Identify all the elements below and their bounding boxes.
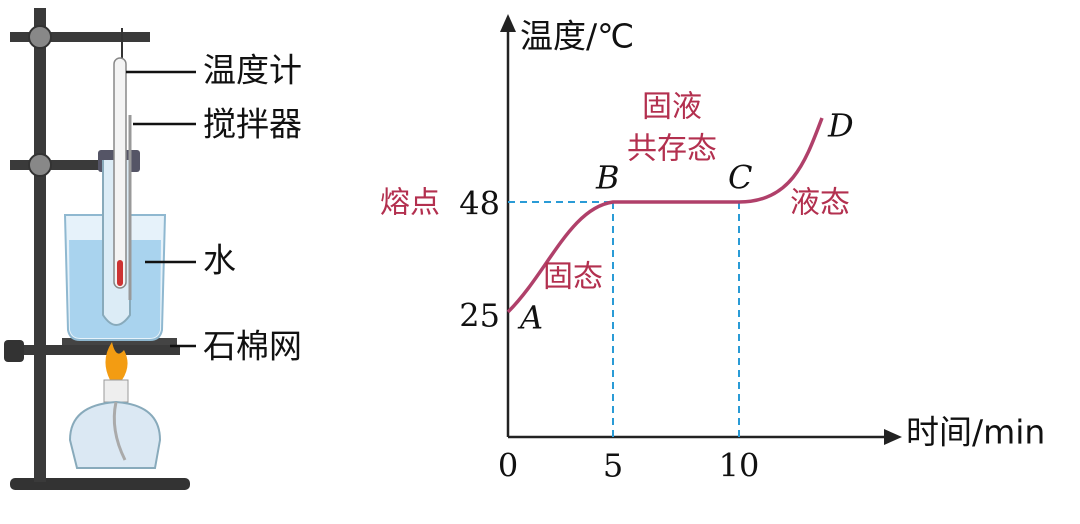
guides	[508, 201, 740, 437]
apparatus	[4, 8, 190, 490]
tick-label: 0	[498, 447, 518, 485]
label: 石棉网	[203, 327, 302, 366]
curve	[506, 117, 824, 314]
leader-lines	[126, 70, 196, 348]
point-label: A	[517, 299, 543, 337]
axes	[500, 14, 902, 445]
label: 搅拌器	[203, 105, 302, 144]
axis-label: 时间/min	[906, 413, 1045, 452]
tick-label: 5	[603, 447, 623, 485]
tick-label: 10	[719, 447, 760, 485]
label: 温度计	[203, 51, 302, 90]
annotation: 共存态	[627, 132, 717, 167]
tick-label: 25	[459, 297, 500, 335]
annotation: 熔点	[380, 186, 440, 221]
annotation: 固液	[642, 90, 702, 125]
point-label: B	[595, 159, 620, 197]
point-label: C	[728, 159, 752, 197]
label: 水	[203, 241, 236, 280]
axis-label: 温度/℃	[520, 17, 634, 56]
annotation: 固态	[543, 260, 603, 295]
point-label: D	[827, 107, 854, 145]
tick-label: 48	[459, 185, 500, 223]
annotation: 液态	[790, 186, 850, 221]
